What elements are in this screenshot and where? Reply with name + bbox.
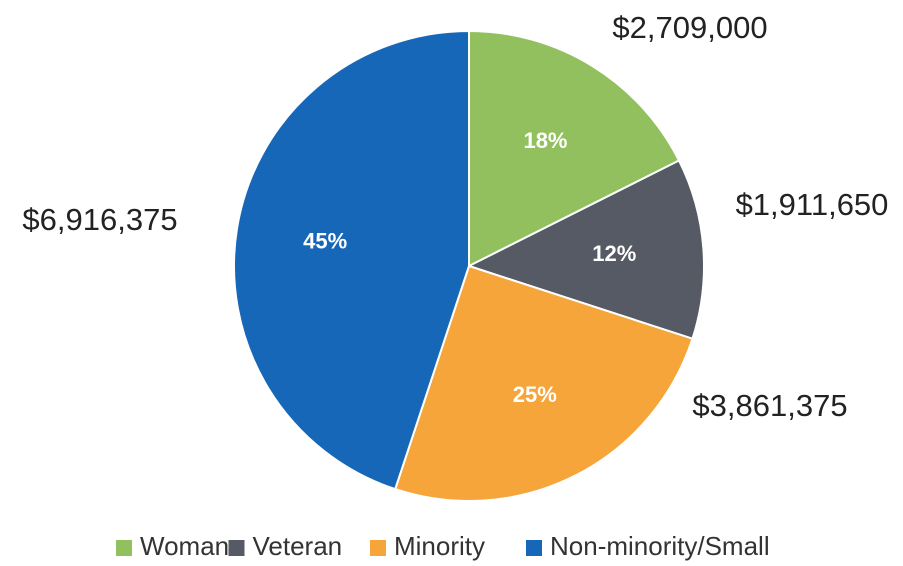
percent-label: 45% [303,229,347,254]
value-label: $6,916,375 [22,202,177,237]
percent-label: 18% [523,128,567,153]
pie-slice [393,264,694,502]
legend-swatch [526,540,542,556]
legend-label: Minority [394,531,485,561]
legend-label: Veteran [253,531,343,561]
percent-label: 25% [513,382,557,407]
percent-label: 12% [592,241,636,266]
value-label: $3,861,375 [692,388,847,423]
legend-label: Woman [140,531,229,561]
legend-swatch [228,540,245,556]
legend-swatch [116,540,132,556]
legend-label: Non-minority/Small [550,531,770,561]
legend-swatch [370,540,386,556]
value-label: $2,709,000 [612,10,767,45]
pie-slice [466,159,705,340]
pie-slice [233,29,470,491]
pie-slice [468,29,681,268]
value-label: $1,911,650 [736,187,889,222]
